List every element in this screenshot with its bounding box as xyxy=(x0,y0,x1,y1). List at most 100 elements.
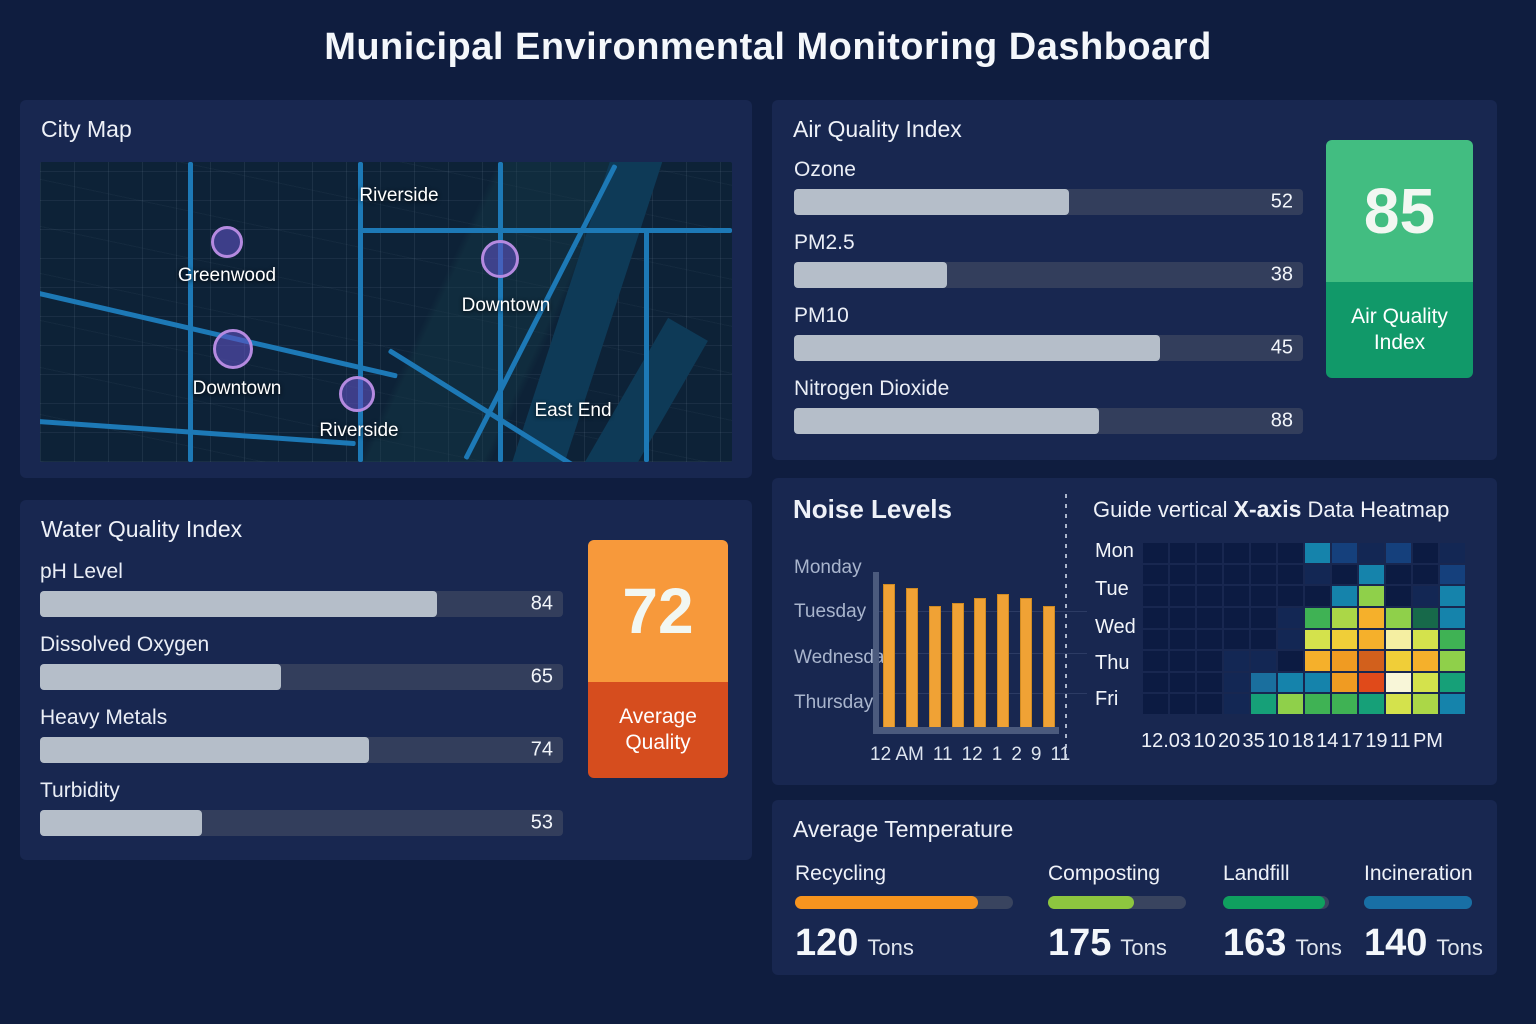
heatmap-title-prefix: Guide vertical xyxy=(1093,497,1234,522)
heatmap-cell xyxy=(1251,607,1276,628)
heatmap-cell xyxy=(1251,672,1276,693)
temp-metric-value-row: 175 Tons xyxy=(1048,922,1186,965)
temp-metric-value-row: 120 Tons xyxy=(795,922,1013,965)
noise-bar xyxy=(905,587,918,727)
heatmap-x-tick: 10 xyxy=(1193,730,1216,752)
noise-x-axis-labels: 12 AM 11 12 1 2 9 11 xyxy=(870,744,1070,766)
heatmap-row-label: Mon xyxy=(1095,540,1134,562)
heatmap-row-label: Tue xyxy=(1095,578,1129,600)
heatmap-cell xyxy=(1332,564,1357,585)
heatmap-cell xyxy=(1305,586,1330,606)
water-metric-fill xyxy=(40,591,438,617)
air-metric-fill xyxy=(794,335,1161,361)
heatmap-x-tick: PM xyxy=(1412,730,1443,752)
heatmap-cell xyxy=(1224,564,1249,585)
noise-chart xyxy=(873,572,1087,734)
noise-x-tick: 12 xyxy=(961,744,983,765)
heatmap-cell xyxy=(1278,607,1303,628)
greenwood-marker[interactable] xyxy=(211,226,243,258)
air-quality-score-card: 85 Air Quality Index xyxy=(1326,140,1473,378)
heatmap-cell xyxy=(1224,651,1249,671)
heatmap-cell xyxy=(1332,672,1357,693)
water-quality-score-label: Average Quality xyxy=(588,682,728,778)
map-area-label: Riverside xyxy=(359,185,439,206)
heatmap-row-label: Wed xyxy=(1095,616,1136,638)
heatmap-title-bold: X-axis xyxy=(1233,496,1302,522)
temp-metric-value-row: 140 Tons xyxy=(1364,922,1483,965)
heatmap-cell xyxy=(1359,543,1384,563)
air-metric-track: 45 xyxy=(794,335,1303,361)
air-quality-score: 85 xyxy=(1363,175,1436,247)
heatmap-cell xyxy=(1251,694,1276,714)
temp-metric-fill xyxy=(1364,896,1472,909)
heatmap-cell xyxy=(1332,694,1357,714)
water-quality-panel: Water Quality Index pH Level 84 Dissolved … xyxy=(20,500,752,860)
heatmap-cell xyxy=(1197,564,1222,585)
air-metric-fill xyxy=(794,189,1069,215)
heatmap-cell xyxy=(1305,564,1330,585)
downtown-west-marker[interactable] xyxy=(213,329,253,369)
heatmap-cell xyxy=(1278,586,1303,606)
water-metric-value: 74 xyxy=(530,738,553,761)
heatmap-cell xyxy=(1440,629,1465,650)
water-metric-track: 74 xyxy=(40,737,563,763)
heatmap-cell xyxy=(1440,586,1465,606)
water-metric: Turbidity 53 xyxy=(40,779,563,836)
heatmap-cell xyxy=(1197,543,1222,563)
heatmap-cell xyxy=(1440,694,1465,714)
map-road xyxy=(498,162,503,462)
noise-bar xyxy=(997,593,1010,727)
heatmap-cell xyxy=(1170,586,1195,606)
score-card-top: 85 xyxy=(1326,140,1473,282)
air-metric-value: 45 xyxy=(1270,336,1293,359)
heatmap-cell xyxy=(1143,543,1168,563)
riverside-marker[interactable] xyxy=(339,376,375,412)
heatmap-cell xyxy=(1224,694,1249,714)
map-road xyxy=(644,228,649,462)
air-metric-fill xyxy=(794,408,1100,434)
heatmap-cell xyxy=(1224,672,1249,693)
heatmap-cell xyxy=(1197,651,1222,671)
heatmap-cell xyxy=(1197,629,1222,650)
temp-metric-label: Recycling xyxy=(795,862,887,885)
heatmap-cell xyxy=(1359,651,1384,671)
heatmap-row-label: Thu xyxy=(1095,652,1130,674)
water-metric-value: 65 xyxy=(530,665,553,688)
heatmap-cell xyxy=(1278,694,1303,714)
heatmap-cell xyxy=(1386,543,1411,563)
heatmap-cell xyxy=(1359,694,1384,714)
map-road xyxy=(188,162,193,462)
water-metric-label: pH Level xyxy=(40,560,123,583)
water-metric-label: Heavy Metals xyxy=(40,706,168,729)
heatmap-cell xyxy=(1332,607,1357,628)
heatmap-cell xyxy=(1278,629,1303,650)
heatmap-cell xyxy=(1332,651,1357,671)
map-area-label: Riverside xyxy=(319,420,399,441)
air-metric-fill xyxy=(794,262,947,288)
heatmap-cell xyxy=(1170,564,1195,585)
noise-x-tick: 2 xyxy=(1011,744,1022,765)
air-quality-metrics: Ozone 52 PM2.5 38 PM10 45 Nitrogen Dioxide 88 xyxy=(794,158,1303,434)
air-metric-track: 88 xyxy=(794,408,1303,434)
heatmap-cell xyxy=(1251,651,1276,671)
heatmap-cell xyxy=(1143,672,1168,693)
map-area-label: Greenwood xyxy=(177,265,277,286)
heatmap-x-tick: 14 xyxy=(1316,730,1339,752)
heatmap-cell xyxy=(1197,607,1222,628)
water-quality-score: 72 xyxy=(622,575,694,647)
heatmap-cell xyxy=(1143,586,1168,606)
heatmap-cell xyxy=(1332,629,1357,650)
heatmap-cell xyxy=(1224,607,1249,628)
noise-bar xyxy=(951,603,964,727)
downtown-east-marker[interactable] xyxy=(481,240,519,278)
air-metric-track: 38 xyxy=(794,262,1303,288)
heatmap-cell xyxy=(1197,694,1222,714)
heatmap-cell xyxy=(1305,651,1330,671)
noise-x-tick: 11 xyxy=(1050,744,1071,765)
temp-metric-unit: Tons xyxy=(1120,935,1167,960)
heatmap-cell xyxy=(1413,694,1438,714)
heatmap-cell xyxy=(1143,629,1168,650)
heatmap-cell xyxy=(1440,543,1465,563)
city-map[interactable]: Riverside Greenwood Downtown Riverside Downt… xyxy=(40,162,732,462)
heatmap-cell xyxy=(1170,694,1195,714)
